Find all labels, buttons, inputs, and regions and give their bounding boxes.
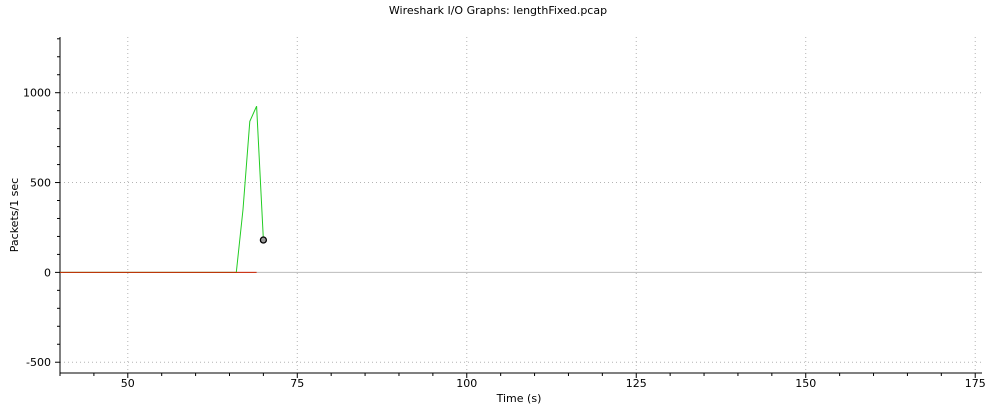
chart-title: Wireshark I/O Graphs: lengthFixed.pcap xyxy=(389,4,607,17)
y-tick-label: 1000 xyxy=(23,87,51,100)
x-axis-label: Time (s) xyxy=(496,392,542,405)
y-tick-label: 0 xyxy=(44,266,51,279)
y-tick-label: 500 xyxy=(30,177,51,190)
x-tick-label: 75 xyxy=(290,377,304,390)
x-tick-label: 175 xyxy=(965,377,986,390)
x-tick-label: 125 xyxy=(626,377,647,390)
x-tick-label: 150 xyxy=(795,377,816,390)
y-tick-label: -500 xyxy=(26,356,51,369)
series-line-0 xyxy=(60,105,264,273)
y-axis-label: Packets/1 sec xyxy=(8,178,21,252)
x-tick-label: 100 xyxy=(456,377,477,390)
x-tick-label: 50 xyxy=(121,377,135,390)
series-end-point xyxy=(259,236,268,244)
